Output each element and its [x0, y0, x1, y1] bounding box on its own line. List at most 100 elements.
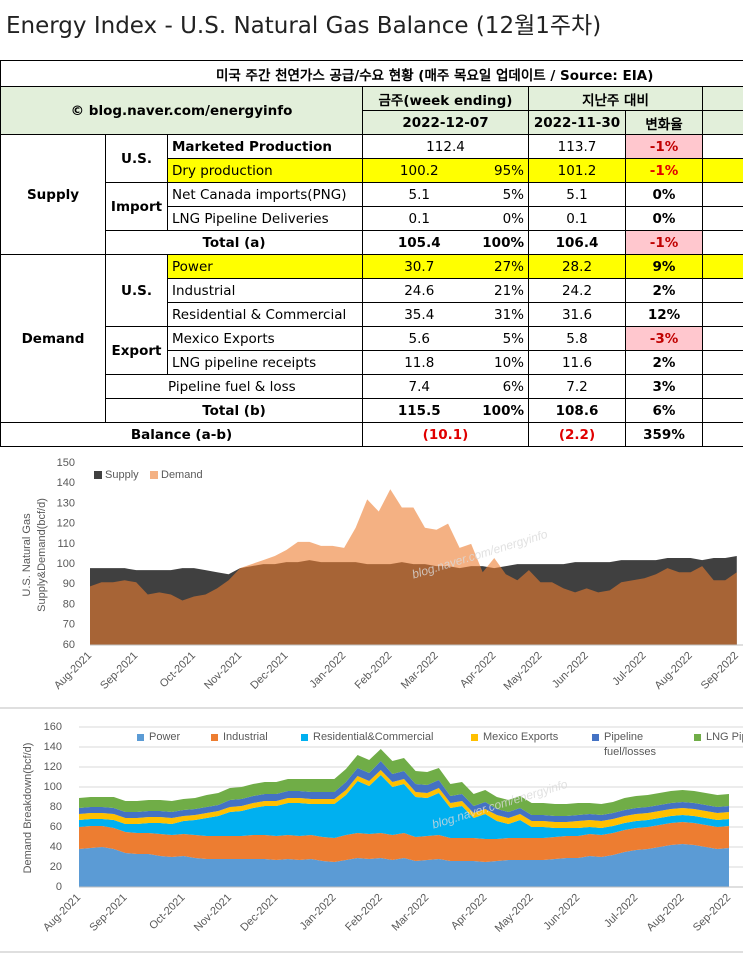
table-cell: 5%	[475, 182, 529, 207]
table-cell: 115.5	[362, 398, 476, 423]
y-axis-label: Supply&Demand(bcf/d)	[36, 498, 48, 612]
table-cell: 24.6	[362, 278, 476, 303]
legend-label: Supply	[105, 469, 139, 481]
table-row: 미국 주간 천연가스 공급/수요 현황 (매주 목요일 업데이트 / Sourc…	[0, 60, 743, 87]
table-cell: (10.1)	[362, 422, 529, 447]
x-tick-label: Mar-2022	[390, 892, 432, 934]
table-cell	[701, 374, 743, 399]
table-cell: 95%	[475, 158, 529, 183]
table-cell: 2022-11-30	[528, 110, 626, 135]
table-cell: 35.4	[362, 302, 476, 327]
table-cell: 0.1	[362, 206, 476, 231]
table-cell: 101.2	[528, 158, 626, 183]
table-cell	[701, 110, 743, 135]
table-row: Industrial 24.6 21% 24.2 2%	[1, 278, 743, 303]
table-cell: Mexico Exports	[167, 326, 363, 351]
table-row: Export Mexico Exports 5.6 5% 5.8 -3%	[1, 326, 743, 375]
table-cell: -3%	[625, 326, 703, 351]
table-cell	[701, 158, 743, 183]
table-cell: (2.2)	[528, 422, 626, 447]
table-cell: Marketed Production	[167, 134, 363, 159]
table-row: LNG Pipeline Deliveries 0.1 0% 0.1 0%	[1, 206, 743, 231]
x-tick-label: Aug-2021	[52, 650, 94, 692]
table-cell: 0%	[475, 206, 529, 231]
table-cell: 359%	[625, 422, 703, 447]
table-cell: Net Canada imports(PNG)	[167, 182, 363, 207]
table-cell: Residential & Commercial	[167, 302, 363, 327]
y-tick-label: 150	[57, 457, 75, 469]
y-tick-label: 60	[63, 639, 75, 651]
legend-swatch	[471, 734, 478, 741]
x-tick-label: Jun-2022	[541, 892, 582, 933]
y-tick-label: 40	[50, 841, 62, 853]
table-cell: 21%	[475, 278, 529, 303]
table-cell: 2022-12-07	[362, 110, 529, 135]
table-cell: 0%	[625, 182, 703, 207]
y-tick-label: 160	[44, 721, 62, 733]
x-tick-label: Aug-2021	[41, 892, 83, 934]
table-cell: 금주(week ending)	[362, 86, 529, 111]
legend-item: Industrial	[211, 730, 268, 745]
y-tick-label: 120	[57, 518, 75, 530]
table-row: Pipeline fuel & loss 7.4 6% 7.2 3%	[1, 374, 743, 399]
table-cell: © blog.naver.com/energyinfo	[0, 86, 363, 135]
y-tick-label: 70	[63, 619, 75, 631]
table-row: © blog.naver.com/energyinfo 금주(week endin…	[0, 86, 743, 135]
legend-label: LNG Pipe	[706, 731, 743, 743]
table-cell: 7.2	[528, 374, 626, 399]
table-row: Supply U.S. Marketed Production 112.4 113.7-…	[0, 134, 743, 255]
table-cell: U.S.	[105, 134, 168, 183]
table-cell: Balance (a-b)	[0, 422, 363, 447]
y-tick-label: 140	[57, 477, 75, 489]
table-cell: 11.6	[528, 350, 626, 375]
y-tick-label: 110	[57, 538, 75, 550]
stacked-area	[79, 844, 729, 887]
table-row: Import Net Canada imports(PNG) 5.1 5% 5.1 0%	[1, 182, 743, 231]
y-tick-label: 120	[44, 761, 62, 773]
x-tick-label: Oct-2021	[147, 892, 187, 932]
x-tick-label: Apr-2022	[449, 892, 489, 932]
legend-swatch	[94, 471, 102, 479]
legend-item: Power	[137, 730, 180, 745]
x-tick-label: Jan-2022	[298, 892, 339, 933]
table-cell	[701, 350, 743, 375]
x-tick-label: Nov-2021	[192, 892, 234, 934]
x-tick-label: Apr-2022	[458, 650, 498, 690]
x-tick-label: Jul-2022	[610, 650, 648, 688]
table-cell: 105.4	[362, 230, 476, 255]
x-tick-label: Aug-2022	[645, 892, 687, 934]
legend-label: Pipeline fuel/losses	[604, 731, 656, 758]
table-cell: 113.7	[528, 134, 626, 159]
table-cell: 6%	[475, 374, 529, 399]
table-cell	[701, 398, 743, 423]
table-cell: Export	[105, 326, 168, 375]
table-cell	[701, 302, 743, 327]
x-tick-label: Nov-2021	[202, 650, 244, 692]
table-cell: 106.4	[528, 230, 626, 255]
legend-label: Mexico Exports	[483, 731, 559, 743]
table-cell: 30.7	[362, 254, 476, 279]
table-cell: 0.1	[528, 206, 626, 231]
table-cell	[701, 422, 743, 447]
y-tick-label: 140	[44, 741, 62, 753]
table-cell: Demand	[0, 254, 106, 423]
table-cell: 5%	[475, 326, 529, 351]
legend-label: Power	[149, 731, 181, 743]
legend-item: Pipeline fuel/losses	[592, 730, 681, 760]
table-cell: Power	[167, 254, 363, 279]
table-cell: 27%	[475, 254, 529, 279]
table-cell: Industrial	[167, 278, 363, 303]
stacked-area	[79, 775, 729, 839]
y-tick-label: 130	[57, 497, 75, 509]
table-row: 2022-12-07 2022-11-30 변화율	[1, 110, 743, 135]
table-cell: U.S.	[105, 254, 168, 327]
x-tick-label: Sep-2021	[87, 892, 129, 934]
legend-swatch	[301, 734, 308, 741]
y-tick-label: 60	[50, 821, 62, 833]
table-cell: 2%	[625, 350, 703, 375]
table-cell: Total (a)	[105, 230, 363, 255]
table-cell: 9%	[625, 254, 703, 279]
table-cell: 100%	[475, 398, 529, 423]
legend-swatch	[592, 734, 599, 741]
